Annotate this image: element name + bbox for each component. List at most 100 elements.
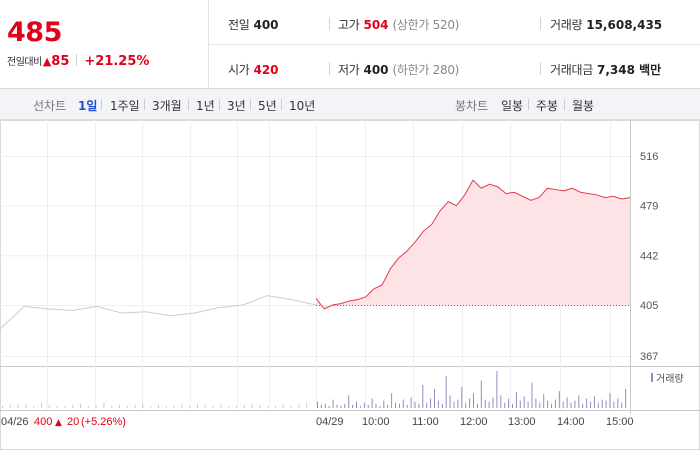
prev-volume-bar <box>173 405 175 408</box>
prev-volume-bar <box>48 404 50 408</box>
x-tick-label: 12:00 <box>460 416 488 428</box>
volume-bar <box>558 391 560 408</box>
prev-volume-bar <box>290 405 292 408</box>
volume-bar <box>324 403 326 408</box>
tab-3month[interactable]: 3개월 <box>152 99 182 113</box>
volume-bar <box>617 398 619 408</box>
prev-volume-bar <box>204 404 206 408</box>
stat-label: 시가 <box>228 63 250 77</box>
volume-bar <box>461 386 463 408</box>
volume-bar <box>441 403 443 408</box>
stat-value: 504 <box>363 18 389 32</box>
tab-weekly-candle[interactable]: 주봉 <box>536 99 559 113</box>
x-tick-label: 14:00 <box>557 416 585 428</box>
stat-separator <box>540 17 541 30</box>
prev-volume-bar <box>111 405 113 408</box>
tab-separator <box>281 99 282 110</box>
volume-bar <box>437 400 439 408</box>
volume-bar <box>391 393 393 408</box>
volume-bar <box>601 399 603 408</box>
stats-divider <box>209 44 700 45</box>
volume-bar <box>531 382 533 408</box>
tab-1week[interactable]: 1주일 <box>110 99 140 113</box>
volume-bar <box>422 384 424 408</box>
tab-10year[interactable]: 10년 <box>289 99 316 113</box>
volume-bar <box>590 401 591 408</box>
volume-bar <box>512 403 513 408</box>
volume-bar <box>336 404 338 408</box>
volume-bar <box>406 404 408 408</box>
prev-volume-bar <box>275 405 276 408</box>
volume-bar <box>593 396 595 408</box>
prev-volume-bar <box>134 404 136 408</box>
prev-volume-bar <box>56 405 58 408</box>
prev-volume-bar <box>197 403 198 408</box>
volume-bar <box>578 395 580 408</box>
volume-bar <box>371 398 373 408</box>
stat-value: 420 <box>253 63 279 77</box>
tab-5year[interactable]: 5년 <box>258 99 277 113</box>
y-tick-label: 405 <box>640 300 658 312</box>
volume-bar <box>367 404 369 408</box>
prev-volume-bar <box>236 405 237 408</box>
x-tick-label: 13:00 <box>508 416 536 428</box>
stat-separator <box>329 17 330 30</box>
prev-volume-bar <box>251 403 253 408</box>
prev-volume-bar <box>2 405 3 408</box>
volume-bar <box>395 402 396 408</box>
volume-bar <box>515 392 517 408</box>
stat-label: 거래대금 <box>550 63 593 77</box>
footer-close: 400 <box>34 416 52 428</box>
volume-bar <box>379 405 381 408</box>
volume-bar <box>535 398 537 408</box>
upper-limit: (상한가 520) <box>392 18 460 32</box>
volume-bar <box>469 398 471 408</box>
prev-volume-bar <box>17 403 19 408</box>
today-price-area <box>316 180 630 310</box>
prev-volume-bar <box>126 405 128 408</box>
prev-volume-bar <box>103 401 105 408</box>
volume-bar <box>453 401 455 408</box>
quote-header: 485 전일대비▲85 +21.25% 전일 400 고가 504 (상한가 520) … <box>0 0 700 89</box>
volume-bar <box>613 401 615 408</box>
prev-volume-bar <box>243 404 245 408</box>
volume-bar <box>398 403 400 408</box>
volume-bar <box>527 401 529 408</box>
stat-label: 전일 <box>228 18 250 32</box>
volume-bar <box>621 402 623 408</box>
stat-separator <box>540 62 541 75</box>
tab-separator <box>144 99 145 110</box>
prev-volume-bar <box>72 404 74 408</box>
up-triangle-icon: ▲ <box>42 55 52 68</box>
volume-bar <box>519 400 521 408</box>
tab-1year[interactable]: 1년 <box>196 99 215 113</box>
change-divider <box>76 54 78 66</box>
volume-bar <box>500 395 502 408</box>
volume-legend-swatch <box>651 373 653 382</box>
volume-bar <box>539 402 541 408</box>
y-tick-label: 516 <box>640 151 658 163</box>
tab-3year[interactable]: 3년 <box>227 99 246 113</box>
y-tick-label: 479 <box>640 201 658 213</box>
period-tabbar: 선차트 1일 1주일 3개월 1년 3년 5년 10년 봉차트 일봉 주봉 월봉 <box>0 89 700 120</box>
change-rate: +21.25% <box>84 54 150 69</box>
y-tick-label: 367 <box>640 351 658 363</box>
volume-bar <box>547 400 549 408</box>
stat-prev-close: 전일 400 <box>228 16 279 33</box>
lower-limit: (하한가 280) <box>392 63 460 77</box>
stat-value: 400 <box>363 63 389 77</box>
volume-bar <box>430 398 432 408</box>
change-row: 전일대비▲85 +21.25% <box>7 53 149 69</box>
volume-bar <box>317 401 318 408</box>
previous-day-price-line <box>0 295 317 330</box>
volume-bar <box>445 376 447 408</box>
tab-separator <box>188 99 189 110</box>
tab-daily-candle[interactable]: 일봉 <box>501 99 524 113</box>
prev-volume-bar <box>87 405 89 408</box>
prev-volume-bar <box>189 405 191 408</box>
prev-volume-bar <box>220 404 222 408</box>
tab-monthly-candle[interactable]: 월봉 <box>572 99 595 113</box>
prev-volume-bar <box>228 405 230 408</box>
tab-1day[interactable]: 1일 <box>78 99 98 113</box>
tab-separator <box>564 99 565 110</box>
